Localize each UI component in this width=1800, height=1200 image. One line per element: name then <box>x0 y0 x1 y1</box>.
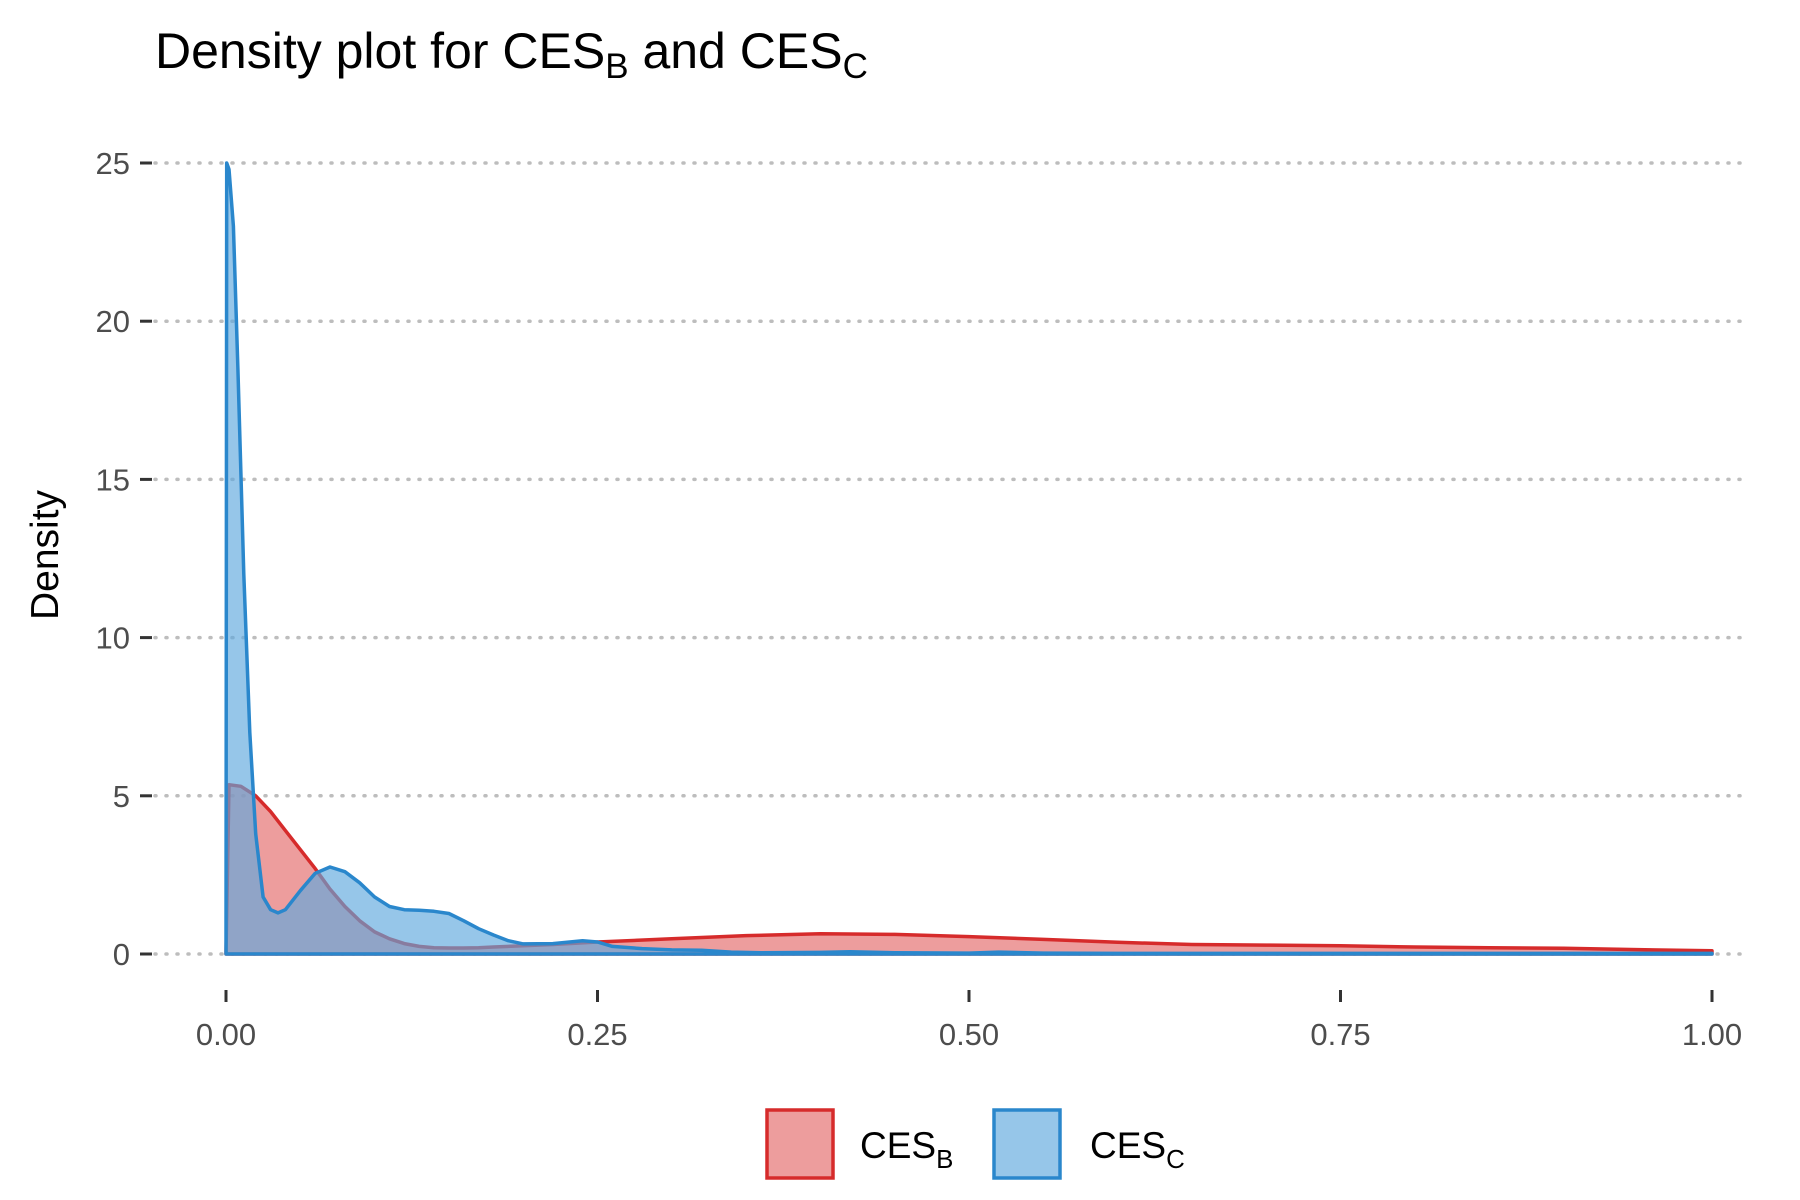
y-tick-label: 15 <box>96 462 130 497</box>
x-axis: 0.00 0.25 0.50 0.75 1.00 <box>196 990 1742 1052</box>
x-tick-label: 0.75 <box>1310 1017 1370 1052</box>
legend: CESB CESC <box>765 1108 1185 1180</box>
y-tick-label: 20 <box>96 304 130 339</box>
x-tick-label: 0.00 <box>196 1017 256 1052</box>
chart-title-connector: and <box>629 23 740 79</box>
chart-title-series2-base: CES <box>740 23 843 79</box>
legend-label-ces-b-sub: B <box>936 1146 953 1174</box>
chart-title-series2-sub: C <box>843 47 868 86</box>
chart-title: Density plot for CESB and CESC <box>155 23 868 86</box>
density-areas <box>224 161 1714 956</box>
x-tick-label: 0.50 <box>939 1017 999 1052</box>
chart-title-series1-sub: B <box>605 47 628 86</box>
legend-key-ces-b <box>765 1108 835 1180</box>
legend-key-ces-c <box>992 1108 1062 1180</box>
y-tick-label: 25 <box>96 146 130 181</box>
legend-label-ces-c-sub: C <box>1166 1146 1185 1174</box>
y-axis: 0 5 10 15 20 25 <box>96 146 152 972</box>
x-tick-label: 1.00 <box>1682 1017 1742 1052</box>
y-tick-label: 10 <box>96 621 130 656</box>
gridlines <box>153 161 1747 956</box>
legend-label-ces-b: CESB <box>860 1125 953 1174</box>
y-tick-label: 5 <box>113 779 130 814</box>
x-tick-label: 0.25 <box>567 1017 627 1052</box>
legend-label-ces-c-base: CES <box>1090 1125 1166 1166</box>
chart-title-series1-base: CES <box>502 23 605 79</box>
legend-label-ces-c: CESC <box>1090 1125 1185 1174</box>
y-tick-label: 0 <box>113 937 130 972</box>
y-axis-title: Density <box>24 489 67 620</box>
density-area-ces-c <box>224 161 1714 956</box>
legend-label-ces-b-base: CES <box>860 1125 936 1166</box>
chart-title-prefix: Density plot for <box>155 23 502 79</box>
